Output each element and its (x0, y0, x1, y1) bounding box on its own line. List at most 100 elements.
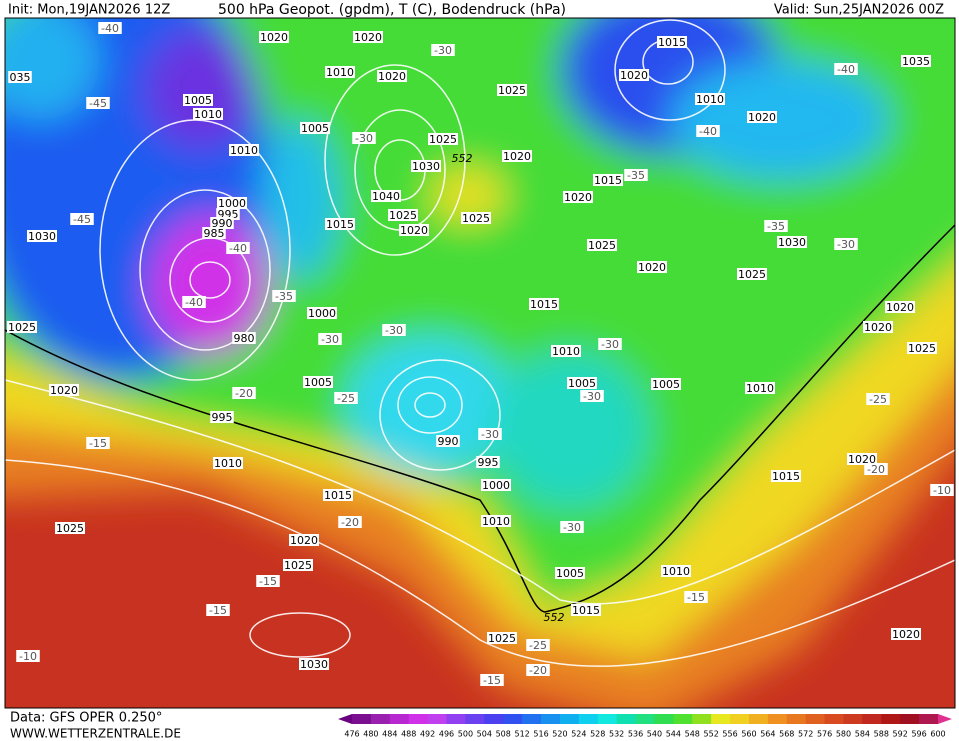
pressure-label-box (307, 307, 337, 319)
pressure-label-box (481, 479, 511, 491)
pressure-label-box (502, 150, 532, 162)
pressure-label: 1005 (652, 378, 680, 391)
pressure-label: 1020 (354, 31, 382, 44)
temperature-label-box (930, 484, 954, 496)
colorbar-label: 544 (666, 730, 681, 739)
temperature-label: -40 (229, 242, 247, 255)
pressure-label: 1005 (301, 122, 329, 135)
pressure-label-box (411, 160, 441, 172)
temperature-label: -10 (19, 650, 37, 663)
temperature-label: -20 (529, 664, 547, 677)
temperature-label: -20 (867, 463, 885, 476)
map-title: 500 hPa Geopot. (gpdm), T (C), Bodendruc… (218, 2, 566, 18)
colorbar-label: 516 (533, 730, 548, 739)
pressure-label-box (193, 108, 223, 120)
colorbar-label: 520 (552, 730, 567, 739)
pressure-label-box (619, 69, 649, 81)
pressure-label: 1025 (429, 133, 457, 146)
colorbar-label: 504 (477, 730, 492, 739)
temperature-label-box (272, 290, 296, 302)
pressure-label-box (497, 84, 527, 96)
pressure-label: 1020 (378, 70, 406, 83)
pressure-label: 1000 (218, 197, 246, 210)
temperature-label: -10 (933, 484, 951, 497)
temperature-label: -30 (434, 44, 452, 57)
colorbar-label: 596 (911, 730, 926, 739)
temperature-label: -30 (321, 333, 339, 346)
pressure-label: 1025 (8, 321, 36, 334)
pressure-label: 985 (204, 227, 225, 240)
pressure-label: 1020 (290, 534, 318, 547)
pressure-label: 1020 (638, 261, 666, 274)
pressure-label-box (885, 301, 915, 313)
pressure-label: 1020 (864, 321, 892, 334)
pressure-label-box (259, 31, 289, 43)
colorbar-cell (748, 714, 769, 724)
colorbar-cell (824, 714, 844, 724)
temperature-label: -30 (481, 428, 499, 441)
pressure-label: 1015 (658, 36, 686, 49)
pressure-label-box (529, 298, 559, 310)
colorbar-label: 492 (420, 730, 435, 739)
temperature-label: -30 (601, 338, 619, 351)
temperature-label: -35 (627, 169, 645, 182)
pressure-label-box (587, 239, 617, 251)
colorbar-cell (597, 714, 618, 724)
temperature-label: -30 (563, 521, 581, 534)
pressure-label-box (771, 470, 801, 482)
pressure-label: 1035 (902, 55, 930, 68)
pressure-label-box (232, 332, 256, 344)
colorbar-cell (711, 714, 731, 724)
colorbar-label: 576 (817, 730, 832, 739)
temperature-label-box (86, 97, 110, 109)
pressure-label-box (461, 212, 491, 224)
temperature-label: -15 (259, 575, 277, 588)
colorbar-cell (484, 714, 504, 724)
temperature-label-box (866, 393, 890, 405)
temperature-label: -15 (483, 674, 501, 687)
temperature-label: -30 (385, 324, 403, 337)
pressure-label: 1020 (886, 301, 914, 314)
temperature-label-box (382, 324, 406, 336)
pressure-label: 1010 (696, 93, 724, 106)
temperature-label: -15 (89, 437, 107, 450)
pressure-label-box (353, 31, 383, 43)
pressure-label: 1025 (56, 522, 84, 535)
pressure-label: 1010 (662, 565, 690, 578)
pressure-label-box (901, 55, 931, 67)
pressure-label: 1015 (594, 174, 622, 187)
pressure-label-box (661, 565, 691, 577)
colorbar-label: 532 (609, 730, 624, 739)
colorbar-label: 548 (685, 730, 700, 739)
temperature-label-box (696, 125, 720, 137)
pressure-label-box (891, 628, 921, 640)
pressure-label: 1030 (300, 658, 328, 671)
colorbar-label: 528 (590, 730, 605, 739)
pressure-label-box (303, 376, 333, 388)
temperature-label-box (232, 387, 256, 399)
pressure-label: 1005 (184, 94, 212, 107)
pressure-label: 1025 (389, 209, 417, 222)
colorbar-end (938, 714, 952, 724)
colorbar-label: 556 (722, 730, 737, 739)
colorbar-label: 540 (647, 730, 662, 739)
temperature-label-box (98, 22, 122, 34)
colorbar-cell (635, 714, 655, 724)
temperature-label: -40 (185, 296, 203, 309)
temperature-label: -15 (209, 604, 227, 617)
temperature-label-box (526, 664, 550, 676)
colorbar-cell (786, 714, 807, 724)
temperature-label-box (864, 463, 888, 475)
colorbar-cell (767, 714, 788, 724)
pressure-label: 1010 (214, 457, 242, 470)
pressure-label: 1005 (556, 567, 584, 580)
temperature-label: -20 (235, 387, 253, 400)
temperature-label: -35 (275, 290, 293, 303)
temperature-label-box (624, 169, 648, 181)
pressure-label-box (49, 384, 79, 396)
temperature-label-box (206, 604, 230, 616)
temperature-label: -15 (687, 591, 705, 604)
pressure-label-box (289, 534, 319, 546)
pressure-label-box (567, 377, 597, 389)
